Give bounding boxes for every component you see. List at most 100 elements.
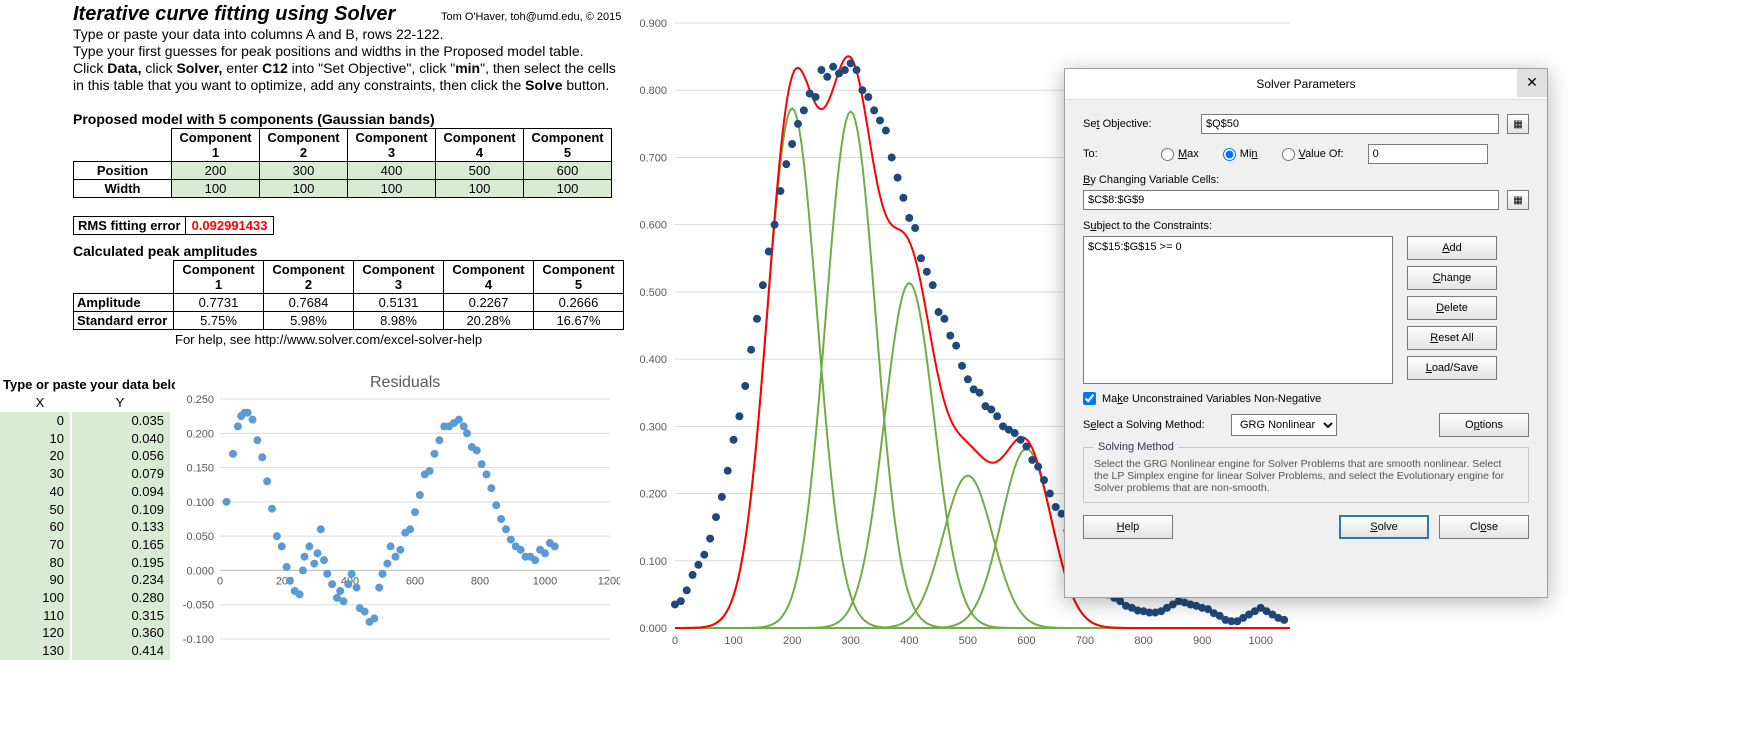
panel-text: Select the GRG Nonlinear engine for Solv… — [1094, 458, 1518, 494]
calc-amplitudes-header: Calculated peak amplitudes — [73, 243, 257, 259]
change-button[interactable]: Change — [1407, 266, 1497, 290]
y-data-column[interactable]: 0.0350.0400.0560.0790.0940.1090.1330.165… — [72, 412, 170, 660]
changing-cells-input[interactable] — [1083, 190, 1499, 210]
proposed-model-table: Component 1 Component 2 Component 3 Comp… — [73, 128, 612, 198]
solving-method-label: Select a Solving Method: — [1083, 419, 1223, 431]
svg-text:700: 700 — [1076, 635, 1094, 647]
solving-method-panel: Solving Method Select the GRG Nonlinear … — [1083, 447, 1529, 503]
residuals-chart: Residuals -0.100-0.0500.0000.0500.1000.1… — [175, 369, 620, 659]
close-button[interactable]: Close — [1439, 515, 1529, 539]
title-text: Iterative curve fitting using — [73, 3, 334, 25]
calc-col-5: Component 5 — [534, 261, 624, 294]
cell-width-3[interactable]: 100 — [348, 180, 436, 198]
dialog-title-bar[interactable]: Solver Parameters ✕ — [1065, 69, 1547, 100]
se-4: 20.28% — [444, 312, 534, 330]
calc-col-3: Component 3 — [354, 261, 444, 294]
position-label: Position — [74, 162, 172, 180]
y-col-header: Y — [110, 395, 130, 410]
panel-title: Solving Method — [1094, 441, 1178, 453]
se-3: 8.98% — [354, 312, 444, 330]
svg-text:0.700: 0.700 — [639, 152, 667, 164]
svg-text:0.300: 0.300 — [639, 421, 667, 433]
width-row: Width 100 100 100 100 100 — [74, 180, 612, 198]
cell-pos-2[interactable]: 300 — [260, 162, 348, 180]
credit-text: Tom O'Haver, toh@umd.edu, © 2015 — [441, 11, 621, 23]
svg-text:0.500: 0.500 — [639, 287, 667, 299]
solver-parameters-dialog: Solver Parameters ✕ Set Objective: ▦ To:… — [1064, 68, 1548, 598]
se-2: 5.98% — [264, 312, 354, 330]
cell-width-5[interactable]: 100 — [524, 180, 612, 198]
reset-all-button[interactable]: Reset All — [1407, 326, 1497, 350]
constraint-item: $C$15:$G$15 >= 0 — [1088, 241, 1182, 253]
valueof-input[interactable] — [1368, 144, 1488, 164]
solve-button[interactable]: Solve — [1339, 515, 1429, 539]
radio-valueof[interactable]: Value Of: — [1282, 148, 1344, 161]
delete-button[interactable]: Delete — [1407, 296, 1497, 320]
solving-method-select[interactable]: GRG Nonlinear — [1231, 414, 1337, 436]
options-button[interactable]: Options — [1439, 413, 1529, 437]
constraints-label: Subject to the Constraints: — [1083, 220, 1529, 232]
amp-1: 0.7731 — [174, 294, 264, 312]
cell-width-2[interactable]: 100 — [260, 180, 348, 198]
svg-text:1000: 1000 — [1248, 635, 1272, 647]
spreadsheet-left: Iterative curve fitting using Solver Tom… — [0, 0, 625, 730]
ref-picker-icon-2[interactable]: ▦ — [1507, 190, 1529, 210]
unconstrained-checkbox[interactable] — [1083, 392, 1096, 405]
col-comp4: Component 4 — [436, 129, 524, 162]
svg-text:900: 900 — [1193, 635, 1211, 647]
svg-text:0.100: 0.100 — [186, 497, 214, 509]
calc-amplitudes-table: Component 1 Component 2 Component 3 Comp… — [73, 260, 624, 330]
radio-min[interactable]: Min — [1223, 148, 1258, 161]
col-comp1: Component 1 — [172, 129, 260, 162]
x-data-column[interactable]: 0102030405060708090100110120130 — [0, 412, 70, 660]
amp-4: 0.2267 — [444, 294, 534, 312]
radio-max[interactable]: Max — [1161, 148, 1199, 161]
svg-text:0.200: 0.200 — [186, 428, 214, 440]
stderr-label: Standard error — [74, 312, 174, 330]
residuals-plot: -0.100-0.0500.0000.0500.1000.1500.2000.2… — [175, 369, 620, 659]
svg-text:500: 500 — [959, 635, 977, 647]
svg-text:0.900: 0.900 — [639, 18, 667, 30]
component-header-row: Component 1 Component 2 Component 3 Comp… — [74, 129, 612, 162]
se-5: 16.67% — [534, 312, 624, 330]
amp-2: 0.7684 — [264, 294, 354, 312]
set-objective-label: Set Objective: — [1083, 118, 1193, 130]
width-label: Width — [74, 180, 172, 198]
help-button[interactable]: Help — [1083, 515, 1173, 539]
calc-col-4: Component 4 — [444, 261, 534, 294]
title-solver: Solver — [334, 3, 395, 25]
svg-text:0: 0 — [217, 575, 223, 587]
cell-pos-1[interactable]: 200 — [172, 162, 260, 180]
data-entry-header: Type or paste your data below — [3, 377, 189, 392]
to-label: To: — [1083, 148, 1113, 160]
cell-pos-4[interactable]: 500 — [436, 162, 524, 180]
calc-col-1: Component 1 — [174, 261, 264, 294]
svg-text:200: 200 — [783, 635, 801, 647]
set-objective-input[interactable] — [1201, 114, 1499, 134]
add-button[interactable]: Add — [1407, 236, 1497, 260]
residuals-title: Residuals — [370, 374, 440, 392]
help-link-text: For help, see http://www.solver.com/exce… — [175, 332, 482, 347]
svg-text:0.200: 0.200 — [639, 489, 667, 501]
cell-width-4[interactable]: 100 — [436, 180, 524, 198]
constraints-listbox[interactable]: $C$15:$G$15 >= 0 — [1083, 236, 1393, 384]
col-comp5: Component 5 — [524, 129, 612, 162]
svg-text:0: 0 — [672, 635, 678, 647]
cell-width-1[interactable]: 100 — [172, 180, 260, 198]
calc-col-2: Component 2 — [264, 261, 354, 294]
changing-cells-label: By Changing Variable Cells: — [1083, 174, 1529, 186]
svg-text:800: 800 — [1134, 635, 1152, 647]
rms-label: RMS fitting error — [73, 216, 186, 235]
svg-text:0.000: 0.000 — [639, 623, 667, 635]
rms-value: 0.092991433 — [185, 216, 275, 235]
svg-text:0.400: 0.400 — [639, 354, 667, 366]
svg-text:800: 800 — [471, 575, 489, 587]
cell-pos-3[interactable]: 400 — [348, 162, 436, 180]
col-comp3: Component 3 — [348, 129, 436, 162]
ref-picker-icon[interactable]: ▦ — [1507, 114, 1529, 134]
load-save-button[interactable]: Load/Save — [1407, 356, 1497, 380]
svg-text:1000: 1000 — [533, 575, 557, 587]
cell-pos-5[interactable]: 600 — [524, 162, 612, 180]
close-icon[interactable]: ✕ — [1517, 69, 1547, 97]
svg-text:300: 300 — [842, 635, 860, 647]
